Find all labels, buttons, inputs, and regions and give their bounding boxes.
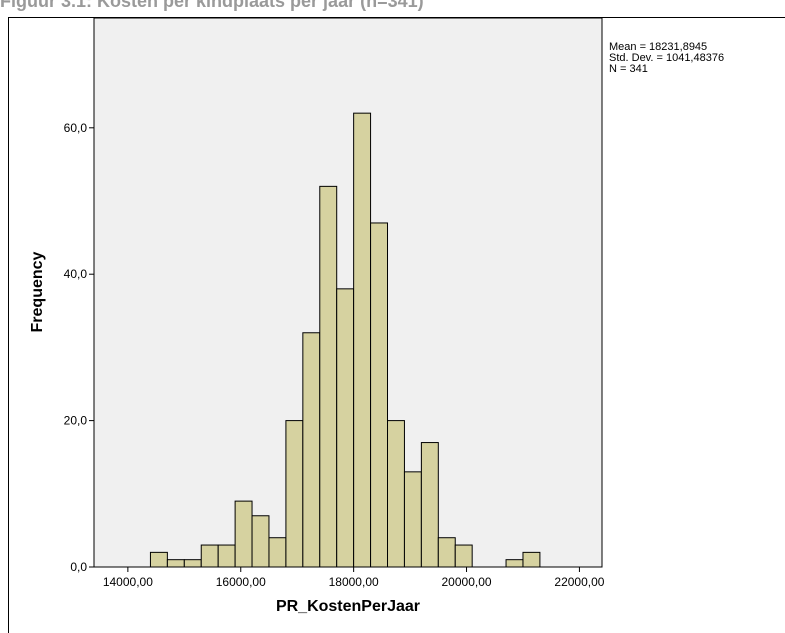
histogram-bar: [437, 537, 456, 568]
y-tick-label: 40,0: [64, 267, 88, 281]
y-tick-label: 20,0: [64, 414, 88, 428]
statistics-legend: Mean = 18231,8945 Std. Dev. = 1041,48376…: [609, 42, 724, 75]
histogram-bar: [505, 559, 524, 568]
x-axis-ticks: 14000,00 16000,00 18000,00 20000,00 22000,00: [103, 567, 605, 589]
x-axis-title: PR_KostenPerJaar: [276, 598, 420, 615]
histogram-bar: [200, 544, 219, 568]
histogram-bar: [319, 185, 338, 568]
page-title: Figuur 3.1: Kosten per kindplaats per ja…: [0, 0, 424, 11]
histogram-bar: [302, 332, 321, 568]
histogram-bar: [336, 288, 355, 568]
y-tick-label: 0,0: [70, 560, 87, 574]
histogram-bar: [370, 222, 389, 568]
x-tick-label: 20000,00: [442, 575, 492, 589]
y-axis-title: Frequency: [29, 251, 46, 332]
mean-label: Mean = 18231,8945: [609, 41, 708, 53]
histogram-bar: [149, 551, 168, 568]
histogram-bar: [166, 559, 185, 568]
x-tick-label: 22000,00: [554, 575, 604, 589]
histogram-bar: [285, 420, 304, 568]
histogram-bar: [420, 442, 439, 568]
x-tick-label: 18000,00: [329, 575, 379, 589]
std-dev-label: Std. Dev. = 1041,48376: [609, 52, 725, 64]
x-tick-label: 14000,00: [103, 575, 153, 589]
frame-left-border: [8, 17, 9, 633]
histogram-bar: [234, 500, 253, 568]
x-tick-label: 16000,00: [216, 575, 266, 589]
histogram-bar: [268, 537, 287, 568]
bars-group: [149, 112, 541, 568]
histogram-bar: [522, 551, 541, 568]
n-label: N = 341: [609, 63, 648, 75]
histogram-bar: [217, 544, 236, 568]
histogram-bar: [251, 515, 270, 568]
y-axis-ticks: 0,0 20,0 40,0 60,0: [64, 121, 94, 574]
histogram-bar: [387, 420, 405, 568]
y-tick-label: 60,0: [64, 121, 88, 135]
histogram-bar: [454, 544, 473, 568]
histogram-bar: [353, 112, 372, 568]
histogram-bar: [403, 471, 422, 568]
histogram-bar: [183, 559, 202, 568]
